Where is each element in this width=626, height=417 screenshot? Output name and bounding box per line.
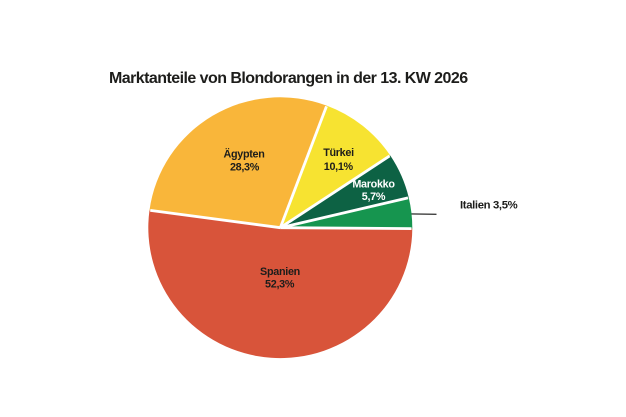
svg-text:Spanien: Spanien [260,266,300,278]
svg-text:Türkei: Türkei [323,147,354,159]
svg-text:Marokko: Marokko [352,179,395,191]
svg-text:10,1%: 10,1% [324,161,354,173]
svg-text:Italien 3,5%: Italien 3,5% [460,199,518,211]
svg-text:Ägypten: Ägypten [223,147,264,160]
svg-text:5,7%: 5,7% [362,191,386,203]
svg-text:52,3%: 52,3% [265,278,295,290]
svg-text:28,3%: 28,3% [230,162,260,174]
